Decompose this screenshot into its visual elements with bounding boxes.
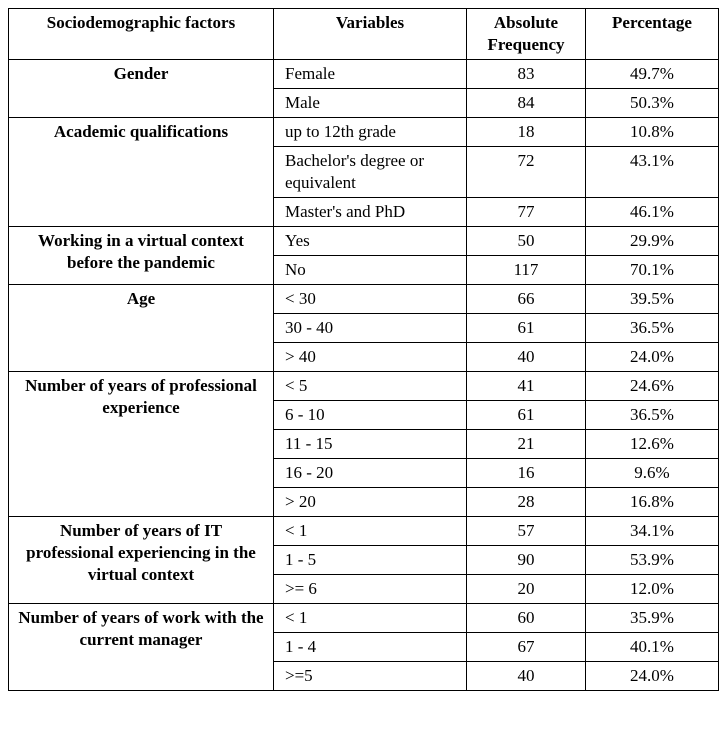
variable-cell: No [273,255,467,285]
frequency-cell: 72 [466,146,586,198]
table-row: 1 - 5 90 53.9% [9,545,719,575]
variable-cell: < 1 [273,603,467,633]
variable-cell: >= 6 [273,574,467,604]
table-row: Bachelor's degree or equivalent 72 43.1% [9,146,719,198]
header-cell: Absolute Frequency [466,8,586,60]
frequency-cell: 41 [466,371,586,401]
percentage-cell: 12.6% [585,429,719,459]
percentage-cell: 24.6% [585,371,719,401]
variable-cell: < 30 [273,284,467,314]
variable-cell: > 20 [273,487,467,517]
table-row: 11 - 15 21 12.6% [9,429,719,459]
frequency-cell: 16 [466,458,586,488]
variable-cell: up to 12th grade [273,117,467,147]
data-table: Sociodemographic factors Variables Absol… [8,8,719,691]
factor-cell: Number of years of professional experien… [8,371,274,517]
variable-cell: Female [273,59,467,89]
frequency-cell: 50 [466,226,586,256]
frequency-cell: 18 [466,117,586,147]
percentage-cell: 43.1% [585,146,719,198]
variable-cell: 1 - 4 [273,632,467,662]
frequency-cell: 21 [466,429,586,459]
table-row: Academic qualifications up to 12th grade 1… [8,117,719,227]
variable-cell: 30 - 40 [273,313,467,343]
header-row: Sociodemographic factors Variables Absol… [8,8,719,60]
frequency-cell: 57 [466,516,586,546]
table-row: >=5 40 24.0% [9,661,719,691]
frequency-cell: 28 [466,487,586,517]
frequency-cell: 40 [466,342,586,372]
frequency-cell: 61 [466,313,586,343]
variable-cell: Bachelor's degree or equivalent [273,146,467,198]
percentage-cell: 36.5% [585,313,719,343]
percentage-cell: 50.3% [585,88,719,118]
table-row: Number of years of work with the current… [8,603,719,691]
frequency-cell: 61 [466,400,586,430]
percentage-cell: 29.9% [585,226,719,256]
factor-cell: Age [8,284,274,372]
variable-cell: > 40 [273,342,467,372]
table-body: Gender Female 83 49.7% Male 84 50.3% Academic q… [8,59,719,691]
header-cell: Variables [273,8,467,60]
table-row: > 40 40 24.0% [9,342,719,372]
percentage-cell: 16.8% [585,487,719,517]
table-row: Working in a virtual context before the … [8,226,719,285]
table-row: Gender Female 83 49.7% [8,59,719,118]
factor-cell: Working in a virtual context before the … [8,226,274,285]
variable-cell: 16 - 20 [273,458,467,488]
factor-cell: Academic qualifications [8,117,274,227]
percentage-cell: 34.1% [585,516,719,546]
percentage-cell: 40.1% [585,632,719,662]
percentage-cell: 35.9% [585,603,719,633]
frequency-cell: 83 [466,59,586,89]
table-row: 6 - 10 61 36.5% [9,400,719,430]
frequency-cell: 66 [466,284,586,314]
table-row: >= 6 20 12.0% [9,574,719,604]
factor-cell: Number of years of work with the current… [8,603,274,691]
table-row: Male 84 50.3% [9,88,719,118]
table-row: Number of years of IT professional exper… [8,516,719,604]
percentage-cell: 49.7% [585,59,719,89]
percentage-cell: 53.9% [585,545,719,575]
table-row: No 117 70.1% [9,255,719,285]
variable-cell: < 1 [273,516,467,546]
factor-cell: Gender [8,59,274,118]
frequency-cell: 40 [466,661,586,691]
variable-cell: Male [273,88,467,118]
table-row: 16 - 20 16 9.6% [9,458,719,488]
table-row: Age < 30 66 39.5% [8,284,719,372]
variable-cell: < 5 [273,371,467,401]
percentage-cell: 9.6% [585,458,719,488]
percentage-cell: 36.5% [585,400,719,430]
factor-cell: Number of years of IT professional exper… [8,516,274,604]
percentage-cell: 39.5% [585,284,719,314]
percentage-cell: 24.0% [585,661,719,691]
variable-cell: 6 - 10 [273,400,467,430]
percentage-cell: 70.1% [585,255,719,285]
frequency-cell: 90 [466,545,586,575]
frequency-cell: 67 [466,632,586,662]
percentage-cell: 24.0% [585,342,719,372]
table-row: Number of years of professional experien… [8,371,719,517]
frequency-cell: 84 [466,88,586,118]
percentage-cell: 46.1% [585,197,719,227]
variable-cell: 1 - 5 [273,545,467,575]
variable-cell: Yes [273,226,467,256]
variable-cell: 11 - 15 [273,429,467,459]
percentage-cell: 10.8% [585,117,719,147]
header-cell: Percentage [585,8,719,60]
header-cell: Sociodemographic factors [8,8,274,60]
frequency-cell: 20 [466,574,586,604]
frequency-cell: 117 [466,255,586,285]
variable-cell: Master's and PhD [273,197,467,227]
frequency-cell: 60 [466,603,586,633]
percentage-cell: 12.0% [585,574,719,604]
frequency-cell: 77 [466,197,586,227]
variable-cell: >=5 [273,661,467,691]
